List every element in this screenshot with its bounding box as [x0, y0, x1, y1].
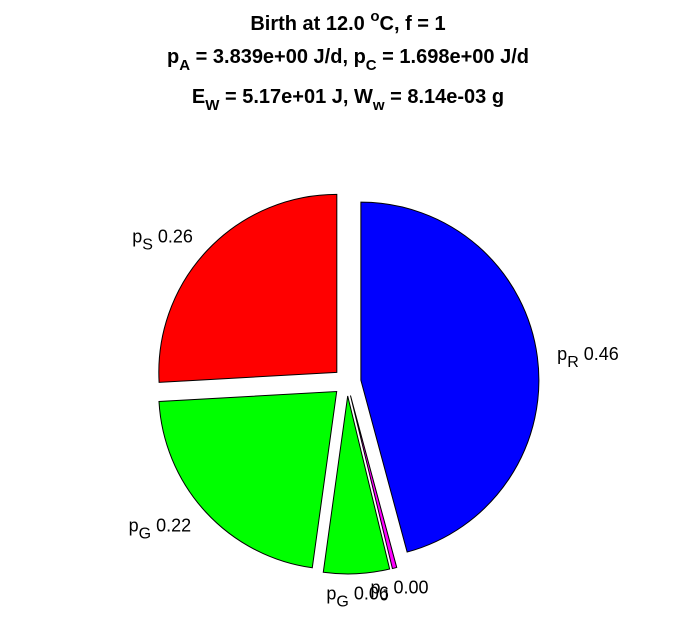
pie-slice-pG-3	[158, 390, 338, 569]
pie-label-pS-4: pS 0.26	[132, 226, 193, 253]
chart-title-line-3: EW = 5.17e+01 J, Ww = 8.14e-03 g	[191, 86, 505, 114]
pie-label-pG-2: pG 0.06	[326, 584, 389, 611]
chart-title-line-1: Birth at 12.0 oC, f = 1	[250, 8, 446, 35]
pie-label-pJ-1: pJ 0.00	[370, 577, 428, 604]
pie-slice-pR-0	[360, 201, 540, 553]
pie-label-pG-3: pG 0.22	[129, 516, 192, 543]
chart-title-line-2: pA = 3.839e+00 J/d, pC = 1.698e+00 J/d	[167, 46, 529, 74]
pie-slices	[158, 193, 540, 575]
pie-slice-pJ-1	[349, 395, 398, 570]
pie-slice-pS-4	[158, 193, 338, 383]
pie-slice-pG-2	[322, 395, 391, 575]
pie-label-pR-0: pR 0.46	[557, 344, 619, 371]
